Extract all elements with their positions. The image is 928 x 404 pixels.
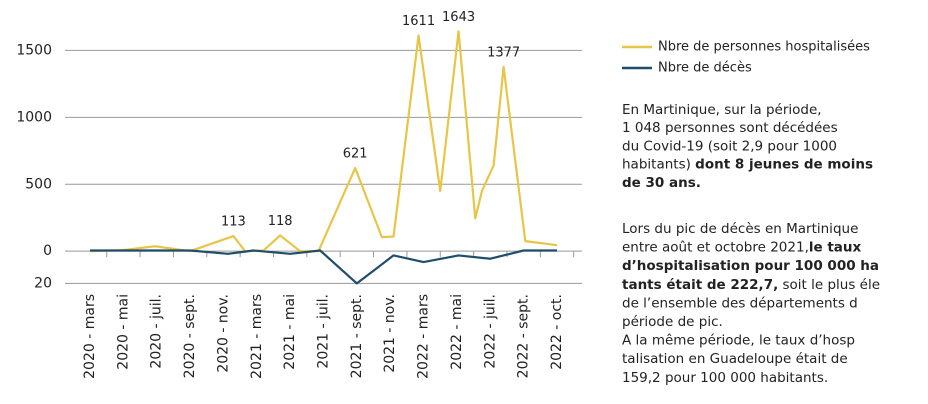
x-tick-label: 2021 - nov.: [382, 294, 398, 373]
legend-label: Nbre de décès: [658, 61, 752, 76]
panel-run: le taux: [809, 240, 862, 256]
panel-line: En Martinique, sur la période,: [622, 102, 822, 118]
panel-run: dont 8 jeunes de moins: [695, 157, 873, 173]
legend-label: Nbre de personnes hospitalisées: [658, 40, 870, 55]
panel-run: période de pic.: [622, 314, 723, 330]
x-tick-label: 2022 - oct.: [549, 294, 565, 370]
panel-line: période de pic.: [622, 314, 723, 330]
panel-line: A la même période, le taux d’hosp: [622, 333, 855, 349]
x-tick-label: 2020 - juil.: [149, 294, 165, 369]
panel-run: de 30 ans.: [622, 175, 701, 191]
panel-line: talisation en Guadeloupe était de: [622, 351, 848, 367]
data-label: 1611: [402, 14, 435, 29]
panel-run: Lors du pic de décès en Martinique: [622, 221, 858, 237]
x-tick-label: 2021 - mars: [249, 294, 265, 379]
x-tick-label: 2020 - nov.: [215, 294, 231, 373]
data-label: 1643: [442, 10, 475, 25]
panel-run: En Martinique, sur la période,: [622, 102, 822, 118]
panel-run: d’hospitalisation pour 100 000 ha: [622, 258, 879, 274]
x-tick-label: 2020 - sept.: [182, 294, 198, 378]
panel-line: entre août et octobre 2021,le taux: [622, 240, 862, 256]
panel-line: habitants) dont 8 jeunes de moins: [622, 157, 873, 173]
panel-run: soit le plus éle: [778, 277, 880, 293]
panel-run: tants était de 222,7,: [622, 277, 778, 293]
series-line: [90, 249, 557, 285]
panel-run: 1 048 personnes sont décédées: [622, 120, 838, 136]
panel-line: de 30 ans.: [622, 175, 701, 191]
x-tick-label: 2020 - mars: [82, 294, 98, 379]
x-tick-label: 2022 - sept.: [516, 294, 532, 378]
panel-run: de l’ensemble des départements d: [622, 295, 858, 311]
y-tick-label: 1500: [16, 42, 52, 58]
data-label: 118: [268, 214, 293, 229]
series-line: [89, 30, 558, 253]
x-tick-label: 2021 - sept.: [349, 294, 365, 378]
data-label: 621: [343, 147, 368, 162]
panel-run: habitants): [622, 157, 695, 173]
x-tick-label: 2020 - mai: [115, 294, 131, 370]
x-tick-label: 2022 - mars: [416, 294, 432, 379]
panel-run: 159,2 pour 100 000 habitants.: [622, 370, 828, 386]
panel-run: A la même période, le taux d’hosp: [622, 333, 855, 349]
data-label: 113: [221, 215, 246, 230]
panel-run: du Covid-19 (soit 2,9 pour 1000: [622, 138, 837, 154]
y-tick-label: 0: [43, 243, 52, 259]
panel-run: talisation en Guadeloupe était de: [622, 351, 848, 367]
panel-line: 1 048 personnes sont décédées: [622, 120, 838, 136]
y-tick-label: 1000: [16, 109, 52, 125]
x-tick-label: 2022 - mai: [449, 294, 465, 370]
x-tick-label: 2021 - juil.: [316, 294, 332, 369]
y2-tick-label: 20: [34, 275, 52, 291]
panel-line: de l’ensemble des départements d: [622, 295, 858, 311]
data-label: 1377: [487, 45, 520, 60]
x-tick-label: 2022 - juil.: [482, 294, 498, 369]
panel-line: tants était de 222,7, soit le plus éle: [622, 277, 880, 293]
panel-run: entre août et octobre 2021,: [622, 240, 809, 256]
x-tick-label: 2021 - mai: [282, 294, 298, 370]
panel-line: du Covid-19 (soit 2,9 pour 1000: [622, 138, 837, 154]
panel-line: Lors du pic de décès en Martinique: [622, 221, 858, 237]
panel-line: 159,2 pour 100 000 habitants.: [622, 370, 828, 386]
y-tick-label: 500: [25, 176, 52, 192]
panel-line: d’hospitalisation pour 100 000 ha: [622, 258, 879, 274]
